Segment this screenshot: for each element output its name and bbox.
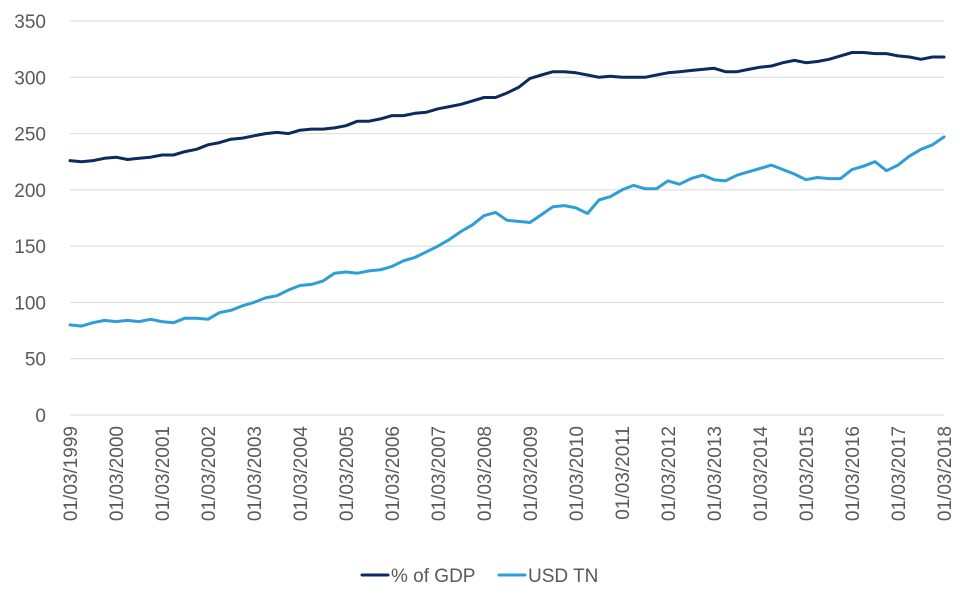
x-tick-label: 01/03/2008 <box>475 426 496 521</box>
x-tick-label: 01/03/2016 <box>843 426 864 521</box>
x-tick-label: 01/03/2011 <box>613 426 634 520</box>
y-tick-label: 350 <box>14 12 46 33</box>
y-tick-label: 250 <box>14 125 46 146</box>
x-tick-label: 01/03/2012 <box>659 426 680 521</box>
x-tick-label: 01/03/2005 <box>337 426 358 521</box>
x-tick-label: 01/03/2009 <box>521 426 542 521</box>
x-tick-label: 01/03/1999 <box>61 426 82 521</box>
x-tick-label: 01/03/2001 <box>153 426 174 521</box>
y-axis-tick-labels: 0 50 100 150 200 250 300 350 <box>14 12 46 427</box>
legend-label-0: % of GDP <box>391 566 475 587</box>
x-tick-label: 01/03/2004 <box>291 426 312 522</box>
x-tick-label: 01/03/2003 <box>245 426 266 521</box>
y-tick-label: 50 <box>25 350 46 371</box>
x-tick-label: 01/03/2002 <box>199 426 220 521</box>
y-tick-label: 200 <box>14 181 46 202</box>
x-tick-label: 01/03/2013 <box>705 426 726 521</box>
y-tick-label: 100 <box>14 293 46 314</box>
x-tick-label: 01/03/2014 <box>751 426 772 522</box>
x-tick-label: 01/03/2006 <box>383 426 404 521</box>
legend-label-1: USD TN <box>528 566 598 587</box>
y-tick-label: 0 <box>35 406 46 427</box>
x-tick-label: 01/03/2000 <box>107 426 128 521</box>
series-lines <box>68 51 946 328</box>
series-line-1 <box>68 135 946 328</box>
x-tick-label: 01/03/2010 <box>567 426 588 521</box>
x-tick-label: 01/03/2015 <box>797 426 818 521</box>
x-tick-label: 01/03/2017 <box>889 426 910 521</box>
y-tick-label: 150 <box>14 237 46 258</box>
y-tick-label: 300 <box>14 68 46 89</box>
gridlines <box>70 20 944 416</box>
x-axis-tick-labels: 01/03/1999 01/03/2000 01/03/2001 01/03/2002… <box>61 426 956 522</box>
series-line-0 <box>68 51 946 164</box>
legend: % of GDP USD TN <box>360 566 598 587</box>
x-tick-label: 01/03/2007 <box>429 426 450 521</box>
x-tick-label: 01/03/2018 <box>935 426 956 521</box>
